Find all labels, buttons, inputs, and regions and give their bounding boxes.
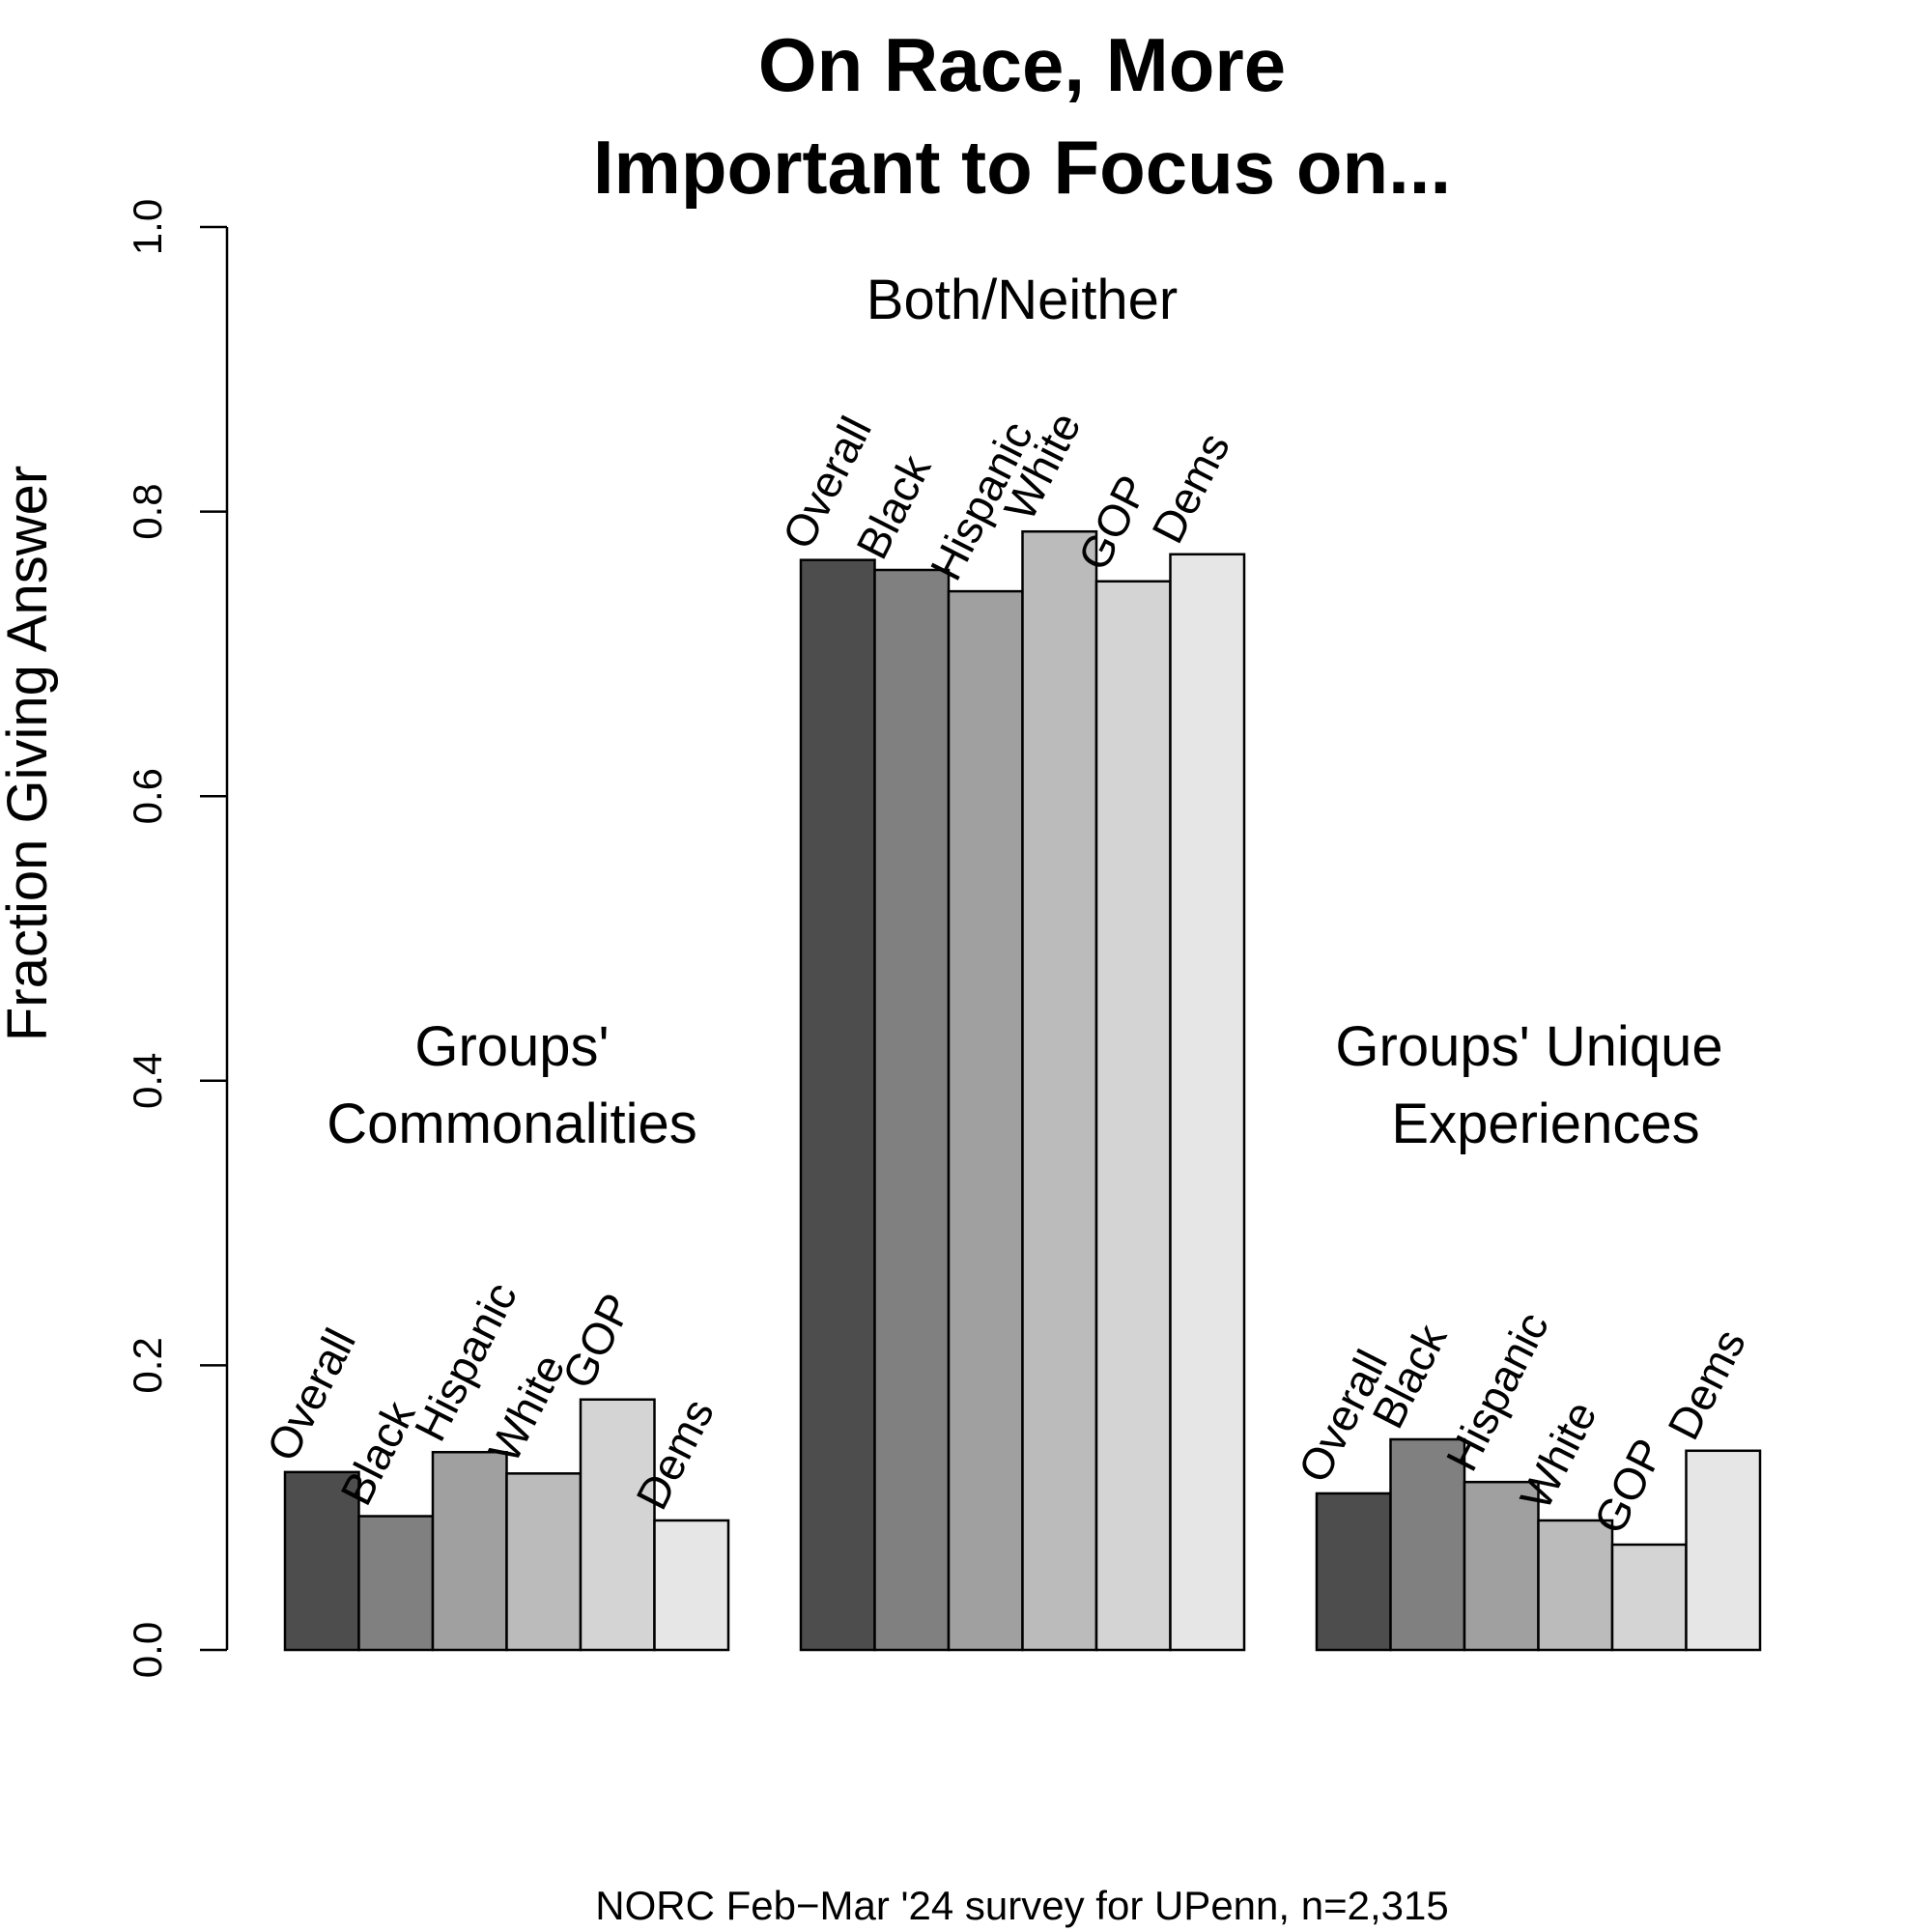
group-label: Experiences [1391, 1093, 1699, 1155]
bar-overall [1315, 1492, 1392, 1652]
bar-overall [799, 558, 876, 1652]
bar-label: Dems [1142, 425, 1239, 552]
bar-hispanic [1463, 1480, 1540, 1652]
group-label: Both/Neither [867, 269, 1178, 331]
group-label: Groups' [414, 1015, 609, 1078]
chart-title-line-2: Important to Focus on... [593, 125, 1451, 210]
bar-label: GOP [553, 1286, 642, 1397]
bar-label: White [1510, 1393, 1606, 1517]
bar-group: OverallBlackHispanicWhiteGOPDemsGroups'C… [257, 1015, 730, 1652]
bar-black [357, 1515, 435, 1652]
bar-label: Overall [257, 1321, 365, 1468]
y-tick-label: 0.8 [125, 483, 170, 539]
bar-gop [579, 1398, 656, 1652]
bar-overall [283, 1470, 360, 1652]
y-axis: 0.0 0.2 0.4 0.6 0.8 1.0 [125, 199, 229, 1678]
bar-black [1389, 1437, 1466, 1652]
y-tick-label: 0.4 [125, 1053, 170, 1109]
bar-dems [1685, 1449, 1762, 1652]
bar-hispanic [947, 589, 1024, 1652]
group-label: Commonalities [327, 1093, 697, 1155]
bar-white [1021, 529, 1098, 1652]
bar-label: Black [330, 1392, 425, 1513]
bar-dems [653, 1519, 730, 1652]
bar-hispanic [431, 1451, 508, 1652]
bar-group: OverallBlackHispanicWhiteGOPDemsBoth/Nei… [773, 269, 1246, 1652]
caption: NORC Feb−Mar '24 survey for UPenn, n=2,3… [595, 1883, 1448, 1928]
bar-gop [1094, 580, 1172, 1652]
bar-label: GOP [1584, 1431, 1674, 1542]
bar-gop [1610, 1543, 1688, 1652]
bar-white [1537, 1519, 1614, 1652]
bar-white [505, 1472, 582, 1652]
y-tick-label: 0.0 [125, 1622, 170, 1678]
y-axis-label: Fraction Giving Answer [0, 466, 59, 1041]
bar-label: Dems [1658, 1321, 1755, 1448]
y-tick-label: 1.0 [125, 199, 170, 255]
chart-title-line-1: On Race, More [758, 22, 1286, 107]
y-tick-label: 0.6 [125, 768, 170, 824]
bar-black [873, 568, 951, 1652]
y-tick-label: 0.2 [125, 1337, 170, 1393]
bars-layer: OverallBlackHispanicWhiteGOPDemsGroups'C… [257, 269, 1762, 1652]
bar-dems [1169, 553, 1246, 1652]
group-label: Groups' Unique [1335, 1015, 1722, 1078]
bar-group: OverallBlackHispanicWhiteGOPDemsGroups' … [1289, 1015, 1762, 1652]
